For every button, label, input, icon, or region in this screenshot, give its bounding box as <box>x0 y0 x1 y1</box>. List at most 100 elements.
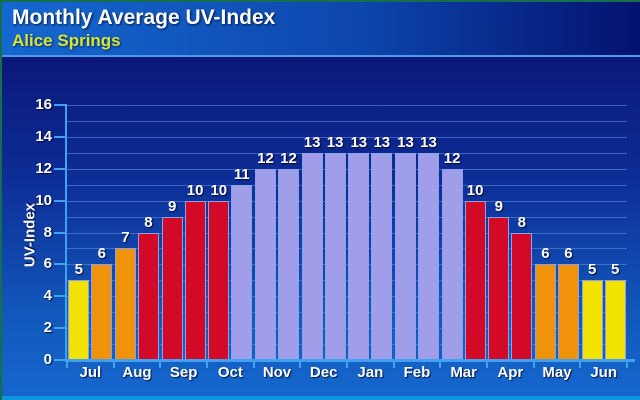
chart-subtitle: Alice Springs <box>12 31 121 50</box>
gridline-uv-9 <box>67 216 627 218</box>
bar-dec-2 <box>324 152 346 360</box>
bar-oct-1 <box>208 200 230 360</box>
bar-feb-1 <box>394 152 416 360</box>
bar-value-label-dec-2: 13 <box>326 133 344 151</box>
x-tick-mark-7 <box>392 360 395 368</box>
x-tick-mark-4 <box>252 360 255 368</box>
gridline-uv-12 <box>67 168 627 170</box>
chart-header: Monthly Average UV-Index Alice Springs <box>2 2 640 55</box>
header-separator-line <box>2 55 640 57</box>
gridline-uv-15 <box>67 120 627 122</box>
month-label-jun: Jun <box>590 364 617 381</box>
bar-value-label-sep-1: 9 <box>167 197 177 215</box>
plot-area: 5 6 7 8 9 10 10 11 12 12 13 13 13 13 13 13 12 10 9 8 6 6 5 5 <box>67 105 627 360</box>
gridline-uv-6 <box>67 264 627 266</box>
bar-value-label-may-1: 6 <box>541 245 550 263</box>
bar-oct-2 <box>231 184 253 360</box>
x-tick-mark-2 <box>159 360 162 368</box>
bar-nov-2 <box>277 168 299 360</box>
y-tick-label-8: 8 <box>43 223 52 241</box>
bar-value-label-mar-2: 10 <box>466 181 484 199</box>
bar-dec-1 <box>301 152 323 360</box>
bar-aug-1 <box>114 248 136 360</box>
y-tick-label-6: 6 <box>43 255 52 273</box>
bar-value-label-jul-2: 6 <box>97 245 106 263</box>
bar-value-label-jul-1: 5 <box>74 261 83 279</box>
y-tick-mark-4 <box>54 295 66 298</box>
month-label-nov: Nov <box>262 364 292 381</box>
y-tick-label-4: 4 <box>43 287 52 305</box>
x-tick-mark-0 <box>66 360 68 368</box>
bar-value-label-nov-2: 12 <box>280 149 297 167</box>
bar-value-label-aug-2: 8 <box>144 213 153 231</box>
gridline-uv-10 <box>67 200 627 202</box>
bar-jan-2 <box>371 152 393 360</box>
x-tick-mark-1 <box>112 360 115 368</box>
bottom-edge-highlight <box>2 396 640 400</box>
y-tick-label-2: 2 <box>43 319 52 337</box>
x-tick-mark-9 <box>486 360 488 368</box>
y-tick-mark-6 <box>54 263 66 266</box>
bar-may-2 <box>557 264 579 360</box>
gridline-uv-13 <box>67 152 627 154</box>
bar-jan-1 <box>348 152 370 360</box>
month-label-apr: Apr <box>497 364 524 381</box>
gridline-uv-1 <box>67 344 627 346</box>
x-tick-mark-10 <box>532 360 535 368</box>
month-label-may: May <box>542 364 572 381</box>
month-label-sep: Sep <box>169 364 198 381</box>
month-label-aug: Aug <box>122 364 152 381</box>
bar-value-label-apr-1: 9 <box>494 197 503 215</box>
bar-jun-1 <box>581 280 603 360</box>
y-axis-line <box>65 104 67 362</box>
bar-value-label-jun-1: 5 <box>587 261 597 279</box>
month-label-feb: Feb <box>403 364 431 381</box>
bar-value-label-apr-2: 8 <box>517 213 526 231</box>
gridline-uv-7 <box>67 248 627 250</box>
bar-sep-1 <box>161 216 183 360</box>
x-tick-mark-5 <box>299 360 302 368</box>
bar-value-label-jan-1: 13 <box>350 133 368 151</box>
y-tick-label-0: 0 <box>43 351 52 368</box>
gridline-uv-11 <box>67 184 627 186</box>
gridline-uv-3 <box>67 312 627 314</box>
y-tick-mark-14 <box>54 135 66 138</box>
bar-nov-1 <box>254 168 276 360</box>
bar-may-1 <box>534 264 556 360</box>
bar-value-label-jun-2: 5 <box>610 261 620 279</box>
bar-sep-2 <box>184 200 206 360</box>
gridline-uv-2 <box>67 328 627 330</box>
bar-feb-2 <box>417 152 439 360</box>
month-label-oct: Oct <box>217 364 243 381</box>
bar-value-label-feb-1: 13 <box>397 133 414 151</box>
gridline-uv-8 <box>67 232 627 234</box>
x-tick-mark-12 <box>626 360 628 368</box>
y-tick-mark-0 <box>54 359 66 361</box>
bar-value-label-sep-2: 10 <box>186 181 204 199</box>
y-tick-mark-12 <box>54 167 66 170</box>
bar-apr-2 <box>511 232 533 360</box>
bar-value-label-feb-2: 13 <box>420 133 437 151</box>
x-tick-mark-3 <box>206 360 208 368</box>
bar-value-label-aug-1: 7 <box>121 229 130 247</box>
y-tick-label-10: 10 <box>35 191 52 209</box>
bar-mar-2 <box>464 200 486 360</box>
bar-aug-2 <box>137 232 159 360</box>
gridline-uv-14 <box>67 136 627 138</box>
y-tick-label-12: 12 <box>35 159 52 177</box>
bar-value-label-dec-1: 13 <box>303 133 321 151</box>
gridline-uv-16 <box>67 105 627 106</box>
x-tick-mark-11 <box>579 360 582 368</box>
month-label-jul: Jul <box>79 364 102 381</box>
bar-value-label-oct-2: 11 <box>233 165 250 183</box>
y-tick-mark-16 <box>54 104 66 106</box>
bar-value-label-nov-1: 12 <box>257 149 274 167</box>
y-tick-mark-8 <box>54 231 66 234</box>
bar-apr-1 <box>488 216 510 360</box>
x-tick-mark-6 <box>346 360 348 368</box>
y-tick-mark-10 <box>54 199 66 202</box>
y-tick-label-16: 16 <box>35 96 52 113</box>
x-tick-mark-8 <box>439 360 442 368</box>
bar-jul-1 <box>68 280 90 360</box>
